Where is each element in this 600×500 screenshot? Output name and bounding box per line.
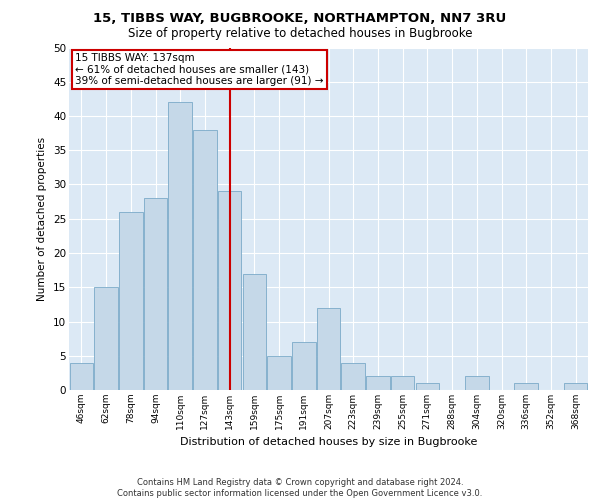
Bar	[119, 212, 143, 390]
Bar	[292, 342, 316, 390]
Text: Contains HM Land Registry data © Crown copyright and database right 2024.
Contai: Contains HM Land Registry data © Crown c…	[118, 478, 482, 498]
X-axis label: Distribution of detached houses by size in Bugbrooke: Distribution of detached houses by size …	[180, 438, 477, 448]
Bar	[465, 376, 488, 390]
Bar	[268, 356, 291, 390]
Text: 15, TIBBS WAY, BUGBROOKE, NORTHAMPTON, NN7 3RU: 15, TIBBS WAY, BUGBROOKE, NORTHAMPTON, N…	[94, 12, 506, 26]
Bar	[317, 308, 340, 390]
Bar	[70, 362, 93, 390]
Bar	[391, 376, 415, 390]
Bar	[94, 287, 118, 390]
Bar	[169, 102, 192, 390]
Text: 15 TIBBS WAY: 137sqm
← 61% of detached houses are smaller (143)
39% of semi-deta: 15 TIBBS WAY: 137sqm ← 61% of detached h…	[75, 53, 323, 86]
Bar	[564, 383, 587, 390]
Y-axis label: Number of detached properties: Number of detached properties	[37, 136, 47, 301]
Bar	[341, 362, 365, 390]
Bar	[242, 274, 266, 390]
Bar	[144, 198, 167, 390]
Bar	[193, 130, 217, 390]
Text: Size of property relative to detached houses in Bugbrooke: Size of property relative to detached ho…	[128, 28, 472, 40]
Bar	[366, 376, 389, 390]
Bar	[218, 192, 241, 390]
Bar	[514, 383, 538, 390]
Bar	[416, 383, 439, 390]
